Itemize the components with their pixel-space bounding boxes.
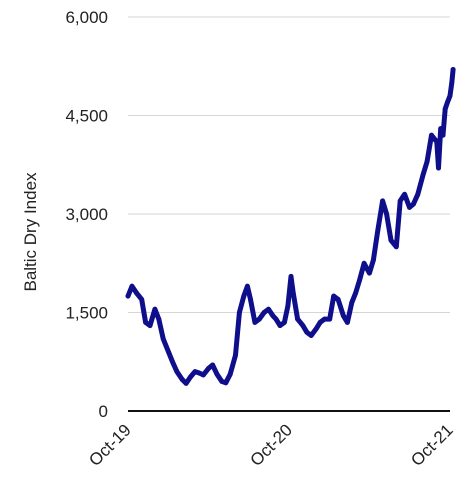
- data-point: [420, 172, 426, 178]
- data-point: [442, 106, 448, 112]
- data-point: [295, 316, 300, 322]
- data-point: [361, 260, 367, 266]
- data-point: [353, 290, 359, 296]
- y-tick-label: 1,500: [65, 304, 108, 323]
- data-point: [214, 371, 220, 377]
- data-point: [411, 201, 416, 207]
- data-point: [331, 293, 337, 299]
- data-point: [445, 100, 450, 105]
- data-point: [160, 336, 166, 342]
- data-point: [273, 316, 279, 322]
- data-point: [393, 244, 399, 250]
- data-point: [223, 380, 229, 386]
- data-point: [371, 257, 376, 263]
- data-point: [388, 237, 394, 243]
- data-point: [237, 310, 242, 315]
- data-point: [192, 369, 198, 374]
- data-point: [436, 165, 441, 171]
- data-point: [143, 320, 149, 325]
- data-point: [375, 228, 381, 233]
- gridlines: [128, 16, 450, 313]
- data-point: [256, 316, 262, 322]
- data-point: [290, 290, 296, 296]
- data-point: [313, 326, 319, 332]
- data-point: [206, 365, 212, 371]
- data-point: [125, 293, 131, 299]
- data-point: [367, 270, 372, 276]
- y-axis-title: Baltic Dry Index: [21, 172, 40, 292]
- y-tick-label: 3,000: [65, 205, 108, 224]
- data-point: [429, 132, 434, 138]
- data-point: [282, 320, 287, 325]
- data-point: [266, 306, 271, 312]
- data-point: [183, 381, 189, 386]
- data-point: [129, 283, 135, 289]
- x-tick-label: Oct-20: [247, 420, 297, 470]
- data-point: [277, 323, 283, 328]
- data-point: [304, 329, 310, 335]
- series-layer: [125, 67, 456, 386]
- data-point: [341, 313, 346, 319]
- data-point: [179, 377, 185, 382]
- data-point: [166, 349, 171, 355]
- data-point: [188, 374, 193, 380]
- data-point: [170, 359, 175, 365]
- data-point: [233, 352, 238, 358]
- x-tick-label: Oct-19: [85, 420, 135, 470]
- data-point: [450, 67, 456, 72]
- data-point: [440, 132, 446, 138]
- data-point: [407, 205, 412, 210]
- data-point: [252, 320, 258, 325]
- data-point: [139, 297, 145, 302]
- data-point: [261, 310, 267, 315]
- data-point: [147, 323, 153, 328]
- data-point: [308, 333, 314, 338]
- data-point: [285, 303, 291, 309]
- data-point: [438, 126, 444, 131]
- data-point: [449, 80, 455, 86]
- data-point: [357, 277, 363, 283]
- data-point: [384, 211, 389, 217]
- data-point: [349, 300, 355, 305]
- series-line: [125, 67, 456, 386]
- y-axis-ticks: 0 1,500 3,000 4,500 6,000: [65, 8, 108, 421]
- y-tick-label: 4,500: [65, 107, 108, 126]
- data-point: [210, 362, 216, 368]
- y-tick-label: 6,000: [65, 8, 108, 27]
- data-point: [345, 320, 350, 325]
- data-point: [300, 323, 306, 328]
- data-point: [402, 191, 407, 197]
- y-tick-label: 0: [99, 402, 108, 421]
- data-point: [415, 191, 421, 197]
- data-point: [288, 274, 294, 279]
- data-point: [434, 139, 440, 145]
- data-point: [335, 297, 341, 302]
- data-point: [327, 316, 333, 322]
- data-point: [227, 371, 233, 377]
- data-point: [200, 372, 206, 378]
- data-point: [317, 320, 323, 325]
- data-point: [219, 379, 225, 384]
- data-point: [248, 297, 253, 302]
- data-point: [245, 283, 250, 289]
- data-point: [174, 369, 180, 374]
- data-point: [447, 93, 453, 99]
- data-point: [196, 370, 202, 376]
- data-point: [152, 306, 158, 312]
- data-point: [322, 316, 327, 322]
- data-point: [156, 316, 162, 322]
- data-point: [134, 290, 139, 296]
- data-point: [397, 198, 403, 204]
- x-axis-ticks: Oct-19 Oct-20 Oct-21: [85, 420, 457, 470]
- data-point: [241, 293, 247, 299]
- data-point: [380, 198, 385, 204]
- data-point: [270, 313, 276, 319]
- x-tick-label: Oct-21: [407, 420, 457, 470]
- data-point: [424, 159, 430, 164]
